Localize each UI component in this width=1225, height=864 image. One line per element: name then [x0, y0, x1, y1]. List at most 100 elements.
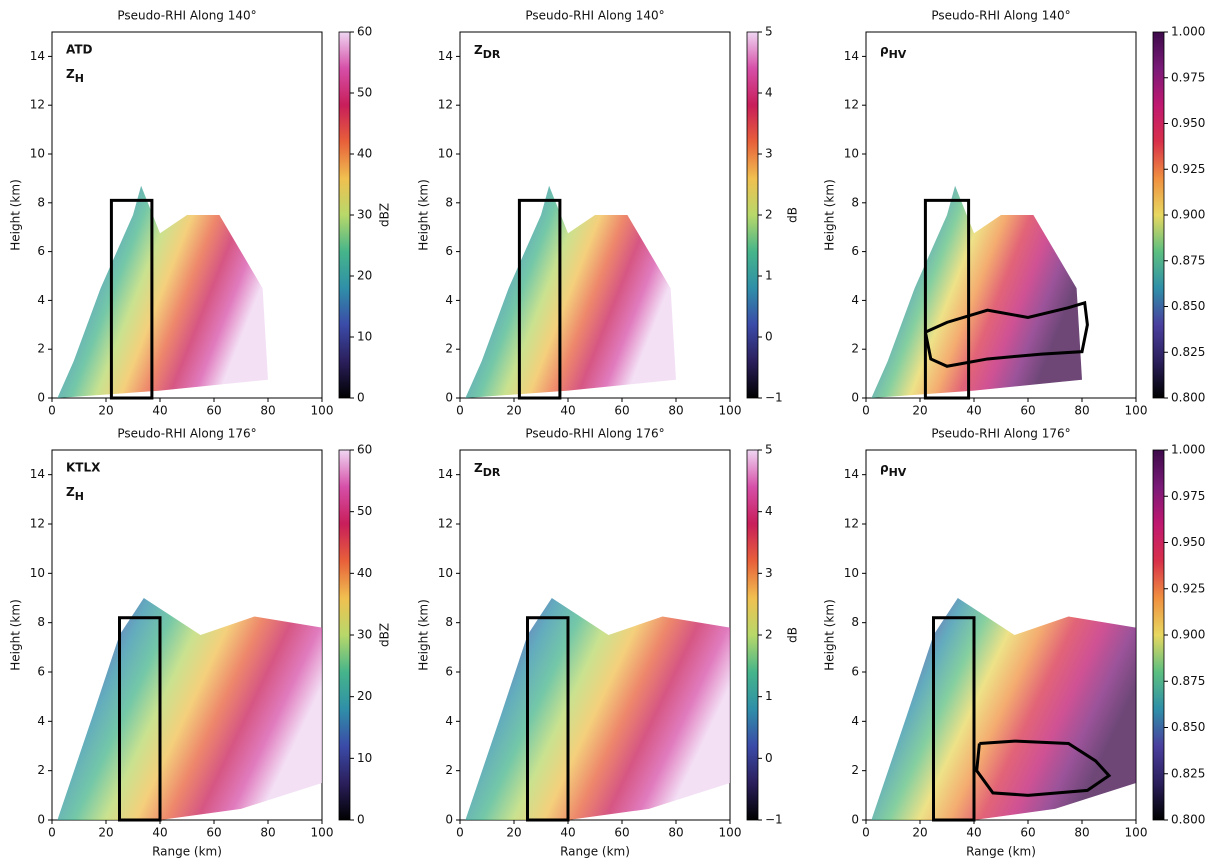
y-tick-label: 14: [438, 49, 453, 63]
colorbar-label: dB: [786, 207, 800, 223]
colorbar-tick-label: 0.925: [1171, 162, 1205, 176]
y-tick-label: 6: [445, 665, 453, 679]
colorbar-tick-label: 0.950: [1171, 116, 1205, 130]
y-axis-label: Height (km): [823, 179, 837, 250]
x-tick-label: 60: [1020, 404, 1035, 418]
colorbar-tick-label: 10: [357, 330, 372, 344]
y-tick-label: 2: [445, 763, 453, 777]
y-tick-label: 10: [438, 566, 453, 580]
colorbar-tick-label: 50: [357, 504, 372, 518]
y-tick-label: 6: [445, 244, 453, 258]
chart-title: Pseudo-RHI Along 140°: [931, 9, 1070, 23]
colorbar-tick-label: 0.975: [1171, 70, 1205, 84]
colorbar-tick-label: 0.800: [1171, 391, 1205, 405]
colorbar-tick-label: 3: [765, 147, 773, 161]
y-tick-label: 10: [844, 566, 859, 580]
highlight-box: [526, 616, 570, 822]
colorbar-tick-label: 0.875: [1171, 253, 1205, 267]
y-tick-label: 0: [445, 391, 453, 405]
x-tick-label: 0: [456, 404, 464, 418]
y-tick-label: 6: [851, 665, 859, 679]
radar-label: ATD: [66, 43, 93, 57]
variable-label: ZDR: [474, 43, 501, 62]
y-tick-label: 2: [37, 342, 45, 356]
x-tick-label: 60: [614, 826, 629, 840]
colorbar-tick-label: 0: [765, 751, 773, 765]
variable-subscript: H: [75, 72, 84, 85]
x-tick-label: 60: [206, 826, 221, 840]
variable-symbol: Z: [474, 461, 483, 475]
colorbar-label: dB: [786, 627, 800, 643]
x-tick-label: 20: [98, 826, 113, 840]
x-tick-label: 0: [48, 404, 56, 418]
colorbar-label: dBZ: [378, 623, 392, 647]
colorbar-tick-label: 10: [357, 751, 372, 765]
highlight-box: [923, 198, 971, 400]
x-tick-label: 40: [966, 404, 981, 418]
x-axis-label: Range (km): [152, 845, 222, 859]
chart-title: Pseudo-RHI Along 176°: [931, 427, 1070, 441]
x-tick-label: 60: [1020, 826, 1035, 840]
y-tick-label: 4: [445, 714, 453, 728]
colorbar-tick-label: 0.800: [1171, 813, 1205, 827]
x-tick-label: 80: [668, 826, 683, 840]
colorbar-tick-label: 0.975: [1171, 489, 1205, 503]
colorbar-tick-label: 0.875: [1171, 674, 1205, 688]
variable-label: ZDR: [474, 461, 501, 480]
y-tick-label: 12: [438, 517, 453, 531]
x-tick-label: 100: [719, 404, 742, 418]
variable-symbol: Z: [66, 485, 75, 499]
variable-symbol: Z: [474, 43, 483, 57]
x-tick-label: 0: [862, 826, 870, 840]
x-axis-label: Range (km): [966, 845, 1036, 859]
x-tick-label: 20: [912, 404, 927, 418]
colorbar-tick-label: 0.925: [1171, 581, 1205, 595]
colorbar: [1152, 449, 1165, 821]
radar-label: KTLX: [66, 461, 101, 475]
x-tick-label: 100: [311, 826, 334, 840]
colorbar-tick-label: 5: [765, 25, 773, 39]
colorbar-tick-label: 0.850: [1171, 720, 1205, 734]
y-tick-label: 4: [851, 714, 859, 728]
y-tick-label: 6: [851, 244, 859, 258]
colorbar-tick-label: 60: [357, 443, 372, 457]
colorbar-tick-label: −1: [765, 813, 783, 827]
y-axis-label: Height (km): [417, 179, 431, 250]
y-tick-label: 2: [851, 342, 859, 356]
y-tick-label: 12: [844, 517, 859, 531]
colorbar: [338, 449, 351, 821]
x-tick-label: 60: [206, 404, 221, 418]
colorbar-tick-label: 40: [357, 566, 372, 580]
colorbar: [338, 31, 351, 399]
x-tick-label: 20: [98, 404, 113, 418]
y-tick-label: 8: [851, 615, 859, 629]
colorbar-tick-label: 20: [357, 689, 372, 703]
y-tick-label: 8: [37, 195, 45, 209]
y-axis-label: Height (km): [417, 599, 431, 670]
x-tick-label: 20: [506, 826, 521, 840]
colorbar-tick-label: 0.900: [1171, 208, 1205, 222]
x-tick-label: 0: [48, 826, 56, 840]
y-axis-label: Height (km): [823, 599, 837, 670]
y-tick-label: 10: [844, 147, 859, 161]
highlight-box: [517, 198, 562, 400]
x-tick-label: 40: [152, 826, 167, 840]
y-tick-label: 8: [851, 195, 859, 209]
y-tick-label: 14: [30, 467, 45, 481]
y-tick-label: 12: [844, 98, 859, 112]
y-tick-label: 8: [445, 615, 453, 629]
variable-subscript: H: [75, 490, 84, 503]
x-tick-label: 100: [719, 826, 742, 840]
colorbar-tick-label: 5: [765, 443, 773, 457]
colorbar-tick-label: 1: [765, 269, 773, 283]
y-tick-label: 14: [30, 49, 45, 63]
colorbar-tick-label: −1: [765, 391, 783, 405]
y-tick-label: 6: [37, 244, 45, 258]
y-tick-label: 0: [445, 813, 453, 827]
y-tick-label: 0: [37, 391, 45, 405]
chart-title: Pseudo-RHI Along 140°: [117, 9, 256, 23]
y-axis-label: Height (km): [9, 179, 23, 250]
x-tick-label: 40: [152, 404, 167, 418]
y-tick-label: 4: [445, 293, 453, 307]
colorbar-tick-label: 1: [765, 689, 773, 703]
